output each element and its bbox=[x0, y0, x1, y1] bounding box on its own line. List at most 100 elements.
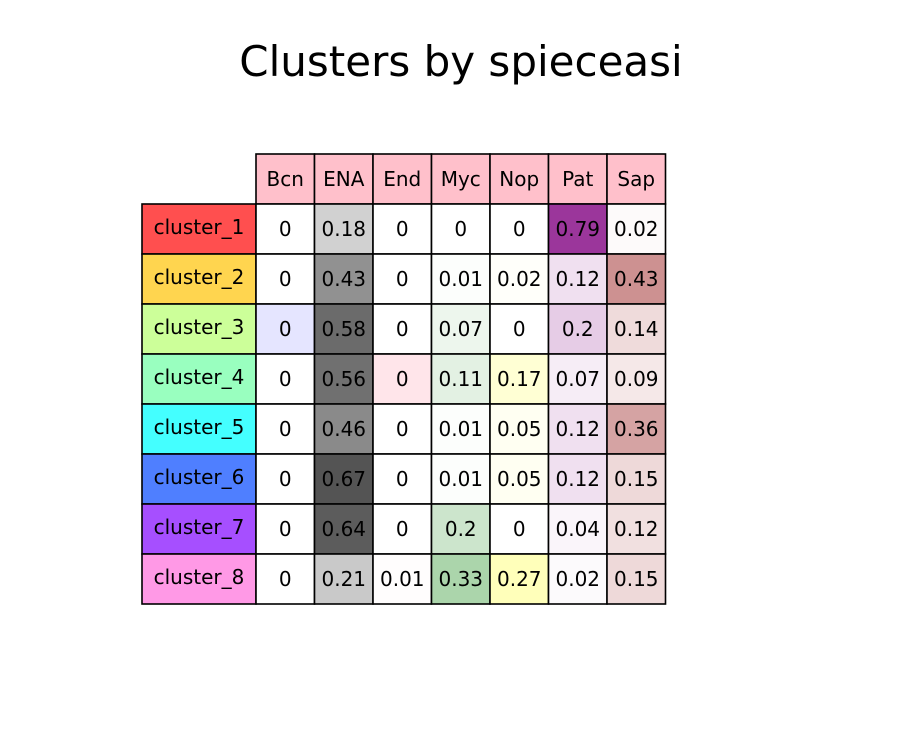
cell-value: 0 bbox=[513, 317, 526, 341]
cell-value: 0.43 bbox=[321, 267, 366, 291]
row-label: cluster_8 bbox=[154, 565, 245, 589]
cell-value: 0.07 bbox=[438, 317, 483, 341]
table-cell bbox=[372, 503, 433, 555]
column-header-cell-bcn bbox=[255, 153, 316, 205]
cell-value: 0 bbox=[454, 217, 467, 241]
cell-value: 0.07 bbox=[555, 367, 600, 391]
table-cell bbox=[489, 203, 550, 255]
table-cell bbox=[489, 553, 550, 605]
row-label: cluster_4 bbox=[154, 365, 245, 389]
cell-value: 0 bbox=[396, 267, 409, 291]
cell-value: 0.14 bbox=[614, 317, 659, 341]
table-cell bbox=[372, 403, 433, 455]
cell-value: 0.05 bbox=[497, 417, 542, 441]
cell-value: 0.21 bbox=[321, 567, 366, 591]
table-cell bbox=[430, 403, 491, 455]
table-cell bbox=[313, 203, 374, 255]
cell-value: 0.64 bbox=[321, 517, 366, 541]
column-header-label: Sap bbox=[617, 167, 655, 191]
row-label-cell-cluster-8 bbox=[141, 553, 257, 605]
cell-value: 0.18 bbox=[321, 217, 366, 241]
table-cell bbox=[313, 453, 374, 505]
table-cell bbox=[430, 453, 491, 505]
table-cell bbox=[547, 303, 608, 355]
table-cell bbox=[606, 553, 667, 605]
row-label-cell-cluster-1 bbox=[141, 203, 257, 255]
cell-value: 0.01 bbox=[438, 267, 483, 291]
cell-value: 0.67 bbox=[321, 467, 366, 491]
cell-value: 0.12 bbox=[555, 467, 600, 491]
column-header-label: Pat bbox=[562, 167, 593, 191]
cell-value: 0 bbox=[279, 317, 292, 341]
table-cell bbox=[313, 503, 374, 555]
table-cell bbox=[255, 253, 316, 305]
row-label: cluster_5 bbox=[154, 415, 245, 439]
table-cell bbox=[606, 453, 667, 505]
table-cell bbox=[547, 503, 608, 555]
cell-value: 0.01 bbox=[438, 417, 483, 441]
cell-value: 0 bbox=[513, 217, 526, 241]
cell-value: 0 bbox=[396, 317, 409, 341]
cell-value: 0.56 bbox=[321, 367, 366, 391]
cell-value: 0.58 bbox=[321, 317, 366, 341]
table-cell bbox=[606, 253, 667, 305]
cell-value: 0 bbox=[513, 517, 526, 541]
cell-value: 0.02 bbox=[614, 217, 659, 241]
row-label: cluster_1 bbox=[154, 215, 245, 239]
column-header-cell-end bbox=[372, 153, 433, 205]
cell-value: 0 bbox=[396, 467, 409, 491]
cell-value: 0.12 bbox=[555, 267, 600, 291]
table-cell bbox=[489, 253, 550, 305]
row-label-cell-cluster-3 bbox=[141, 303, 257, 355]
cell-value: 0.33 bbox=[438, 567, 483, 591]
cell-value: 0.01 bbox=[380, 567, 425, 591]
cell-value: 0.15 bbox=[614, 567, 659, 591]
chart-title: Clusters by spieceasi bbox=[239, 37, 683, 86]
cell-value: 0 bbox=[279, 517, 292, 541]
column-header-label: Bcn bbox=[267, 167, 304, 191]
cell-value: 0.12 bbox=[555, 417, 600, 441]
column-header-cell-ena bbox=[313, 153, 374, 205]
cell-value: 0.79 bbox=[555, 217, 600, 241]
cell-value: 0.12 bbox=[614, 517, 659, 541]
cell-value: 0.05 bbox=[497, 467, 542, 491]
column-header-label: ENA bbox=[323, 167, 365, 191]
cell-value: 0.01 bbox=[438, 467, 483, 491]
table-cell bbox=[430, 503, 491, 555]
cell-value: 0 bbox=[279, 417, 292, 441]
table-cell bbox=[606, 503, 667, 555]
table-cell bbox=[255, 303, 316, 355]
column-header-label: End bbox=[383, 167, 421, 191]
table-cell bbox=[313, 553, 374, 605]
cell-value: 0 bbox=[279, 567, 292, 591]
cell-value: 0.09 bbox=[614, 367, 659, 391]
row-label: cluster_3 bbox=[154, 315, 245, 339]
table-cell bbox=[255, 403, 316, 455]
cell-value: 0.15 bbox=[614, 467, 659, 491]
row-label: cluster_6 bbox=[154, 465, 245, 489]
cell-value: 0.46 bbox=[321, 417, 366, 441]
cell-value: 0.11 bbox=[438, 367, 483, 391]
cell-value: 0.02 bbox=[497, 267, 542, 291]
table-cell bbox=[372, 453, 433, 505]
table-cell bbox=[255, 203, 316, 255]
row-label-cell-cluster-7 bbox=[141, 503, 257, 555]
table-cell bbox=[547, 453, 608, 505]
table-cell bbox=[606, 353, 667, 405]
row-label: cluster_2 bbox=[154, 265, 245, 289]
row-label-cell-cluster-6 bbox=[141, 453, 257, 505]
column-header-label: Myc bbox=[441, 167, 481, 191]
table-cell bbox=[489, 403, 550, 455]
table-cell bbox=[255, 553, 316, 605]
cell-value: 0 bbox=[396, 217, 409, 241]
cell-value: 0 bbox=[279, 267, 292, 291]
cell-value: 0 bbox=[279, 217, 292, 241]
row-label: cluster_7 bbox=[154, 515, 245, 539]
table-cell bbox=[430, 203, 491, 255]
cell-value: 0.17 bbox=[497, 367, 542, 391]
cell-value: 0.2 bbox=[562, 317, 594, 341]
table-cell bbox=[606, 203, 667, 255]
table-cell bbox=[430, 553, 491, 605]
cell-value: 0.02 bbox=[555, 567, 600, 591]
cell-value: 0 bbox=[396, 367, 409, 391]
